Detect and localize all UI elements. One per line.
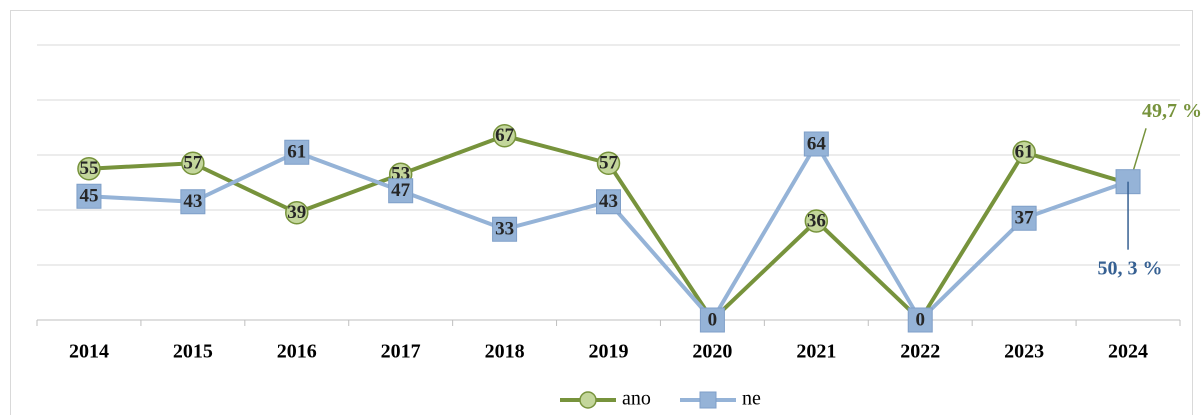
data-label: 45 [79, 186, 98, 207]
legend-label: ne [742, 388, 761, 410]
marker [907, 307, 933, 333]
data-label: 49,7 % [1142, 100, 1202, 122]
marker [180, 189, 206, 215]
marker [77, 157, 101, 181]
x-tick-label: 2015 [173, 341, 213, 363]
data-label: 55 [79, 158, 98, 179]
data-label: 57 [599, 153, 619, 174]
marker [699, 307, 725, 333]
data-label: 61 [1015, 142, 1034, 163]
data-label: 36 [807, 210, 826, 231]
marker [76, 183, 102, 209]
marker [285, 201, 309, 225]
data-label: 37 [1015, 208, 1035, 229]
x-tick-label: 2021 [796, 341, 836, 363]
x-tick-label: 2019 [589, 341, 629, 363]
x-tick-label: 2018 [485, 341, 525, 363]
marker [804, 209, 829, 233]
legend-marker [579, 391, 597, 409]
data-label: 64 [807, 133, 827, 154]
data-label: 47 [391, 180, 411, 201]
data-label: 39 [287, 202, 306, 223]
x-tick-label: 2024 [1108, 341, 1148, 363]
x-tick-label: 2023 [1004, 341, 1044, 363]
data-label: 43 [183, 191, 202, 212]
marker [803, 131, 829, 157]
data-label: 57 [183, 153, 203, 174]
marker [1011, 205, 1037, 231]
data-label: 67 [495, 125, 515, 146]
x-tick-label: 2020 [692, 341, 732, 363]
data-label: 61 [287, 142, 306, 163]
data-label: 50, 3 % [1098, 257, 1163, 279]
marker [284, 139, 310, 165]
x-tick-label: 2022 [900, 341, 940, 363]
marker [388, 178, 414, 204]
x-tick-label: 2014 [69, 341, 109, 363]
marker [1012, 140, 1036, 164]
marker [492, 216, 518, 242]
marker [492, 124, 517, 148]
data-label: 0 [915, 309, 925, 330]
legend-marker [699, 391, 717, 409]
marker [181, 151, 205, 175]
data-label: 43 [599, 191, 618, 212]
x-tick-label: 2017 [381, 341, 421, 363]
legend-label: ano [622, 388, 651, 410]
marker [596, 151, 621, 175]
marker [596, 189, 621, 215]
data-label: 0 [708, 309, 718, 330]
x-tick-label: 2016 [277, 341, 317, 363]
data-label: 33 [495, 219, 514, 240]
